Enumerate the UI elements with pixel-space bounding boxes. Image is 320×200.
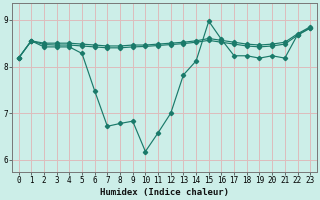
X-axis label: Humidex (Indice chaleur): Humidex (Indice chaleur) xyxy=(100,188,229,197)
